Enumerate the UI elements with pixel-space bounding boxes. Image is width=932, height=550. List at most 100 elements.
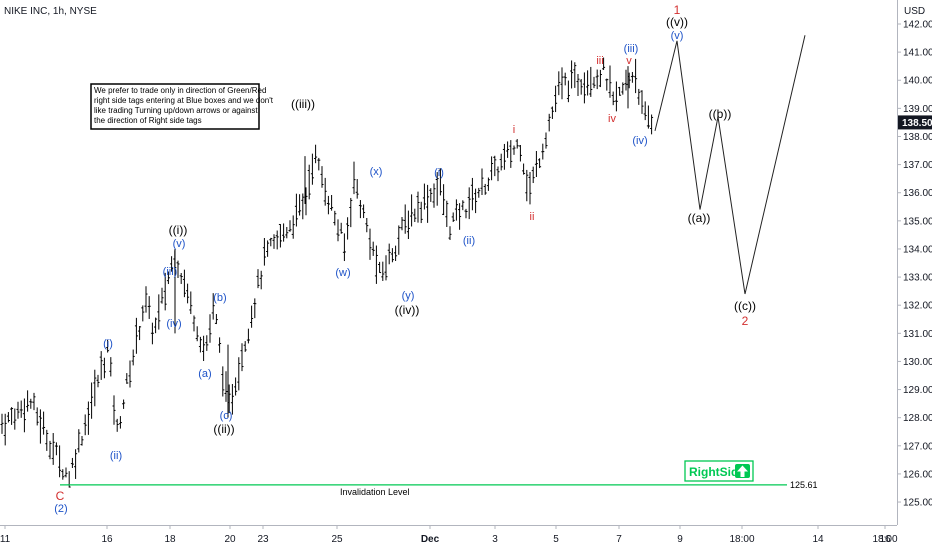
ohlc-bar — [458, 203, 462, 230]
ohlc-bar — [509, 140, 513, 168]
ohlc-bar — [294, 193, 298, 227]
wave-label: ((iv)) — [395, 303, 420, 317]
ohlc-bar — [464, 208, 468, 219]
ohlc-bar — [426, 184, 430, 223]
ohlc-bar — [490, 156, 494, 181]
ohlc-bar — [502, 143, 506, 170]
ohlc-bar — [538, 158, 542, 169]
ohlc-bar — [218, 337, 222, 353]
ohlc-bar — [522, 163, 526, 175]
wave-label: (b) — [213, 292, 226, 304]
ohlc-bar — [272, 234, 276, 249]
ohlc-bar — [611, 91, 615, 106]
ohlc-bar — [141, 305, 145, 322]
ohlc-bar — [275, 230, 279, 250]
ohlc-bar — [70, 457, 74, 469]
ohlc-bar — [419, 201, 423, 224]
ohlc-bar — [259, 270, 263, 290]
ohlc-bar — [16, 401, 20, 419]
ohlc-bar — [605, 78, 609, 91]
ohlc-bar — [6, 412, 10, 423]
ohlc-bar — [634, 58, 638, 94]
ohlc-bar — [93, 369, 97, 407]
ohlc-bar — [381, 261, 385, 281]
ohlc-bar — [26, 390, 30, 412]
wave-label: ((c)) — [734, 299, 756, 313]
wave-label: (v) — [671, 30, 684, 42]
ohlc-bar — [570, 60, 574, 89]
ohlc-bar — [339, 222, 343, 234]
ohlc-bar — [442, 184, 446, 216]
ohlc-bar — [54, 442, 58, 456]
rightside-label: RightSide — [689, 465, 745, 479]
ohlc-bar — [38, 409, 42, 444]
ohlc-bar — [253, 298, 257, 319]
ohlc-bar — [125, 373, 129, 384]
time-tick-label: 23 — [257, 534, 269, 545]
chart-title: NIKE INC, 1h, NYSE — [4, 6, 97, 17]
ohlc-bar — [179, 272, 183, 284]
wave-label: iii — [596, 55, 603, 67]
ohlc-bar — [240, 343, 244, 372]
ohlc-bar — [64, 467, 68, 478]
ohlc-bar — [397, 225, 401, 255]
up-arrow-icon — [735, 464, 750, 478]
ohlc-bar — [448, 226, 452, 240]
ohlc-bar — [51, 433, 55, 465]
price-tick-label: 133.00 — [903, 273, 932, 284]
ohlc-bar — [387, 243, 391, 265]
ohlc-bar — [35, 407, 39, 426]
ohlc-bar — [342, 233, 346, 262]
ohlc-bar — [307, 164, 311, 200]
ohlc-bar — [214, 314, 218, 325]
ohlc-bar — [579, 79, 583, 95]
ohlc-bar — [368, 228, 372, 260]
last-price-tag: 138.50 — [898, 115, 932, 130]
time-tick-label: 11 — [0, 534, 11, 545]
ohlc-bar — [560, 67, 564, 100]
projection-path — [654, 35, 806, 295]
note-line-1: We prefer to trade only in direction of … — [94, 86, 266, 95]
last-price-label: 138.50 — [902, 118, 932, 129]
wave-label: (2) — [54, 503, 67, 515]
ohlc-bar — [608, 65, 612, 98]
ohlc-bar — [461, 200, 465, 211]
ohlc-bar — [506, 141, 510, 158]
time-tick-label: 18:00 — [872, 534, 897, 545]
ohlc-bar — [45, 429, 49, 451]
price-tick-label: 135.00 — [903, 216, 932, 227]
last-price-box — [898, 115, 932, 130]
ohlc-bar — [432, 183, 436, 208]
ohlc-bar — [390, 248, 394, 263]
ohlc-bar — [291, 215, 295, 239]
wave-label: (iv) — [632, 135, 647, 147]
ohlc-bar — [230, 383, 234, 415]
price-axis[interactable]: 125.00 126.00 127.00 128.00 129.00 130.00 131.… — [897, 20, 932, 509]
ohlc-bar — [435, 172, 439, 206]
ohlc-bar — [134, 317, 138, 354]
wave-label: (y) — [402, 290, 415, 302]
ohlc-bar — [650, 114, 654, 135]
ohlc-bar — [595, 69, 599, 90]
ohlc-bar — [349, 197, 353, 228]
wave-label: (iii) — [624, 43, 639, 55]
price-bars — [0, 57, 654, 488]
ohlc-bar — [80, 435, 84, 446]
time-tick-label: 14 — [812, 534, 824, 545]
ohlc-bar — [237, 357, 241, 391]
ohlc-bar — [621, 82, 625, 95]
ohlc-bar — [326, 195, 330, 215]
ohlc-bar — [243, 341, 247, 352]
wave-label: (iv) — [166, 318, 181, 330]
ohlc-bar — [512, 145, 516, 155]
time-tick-label: 25 — [331, 534, 343, 545]
ohlc-bar — [86, 401, 90, 435]
wave-label: ((v)) — [666, 15, 688, 29]
ohlc-bar — [355, 179, 359, 199]
ohlc-bar — [477, 187, 481, 198]
ohlc-bar — [211, 293, 215, 320]
wave-label: v — [626, 55, 632, 67]
